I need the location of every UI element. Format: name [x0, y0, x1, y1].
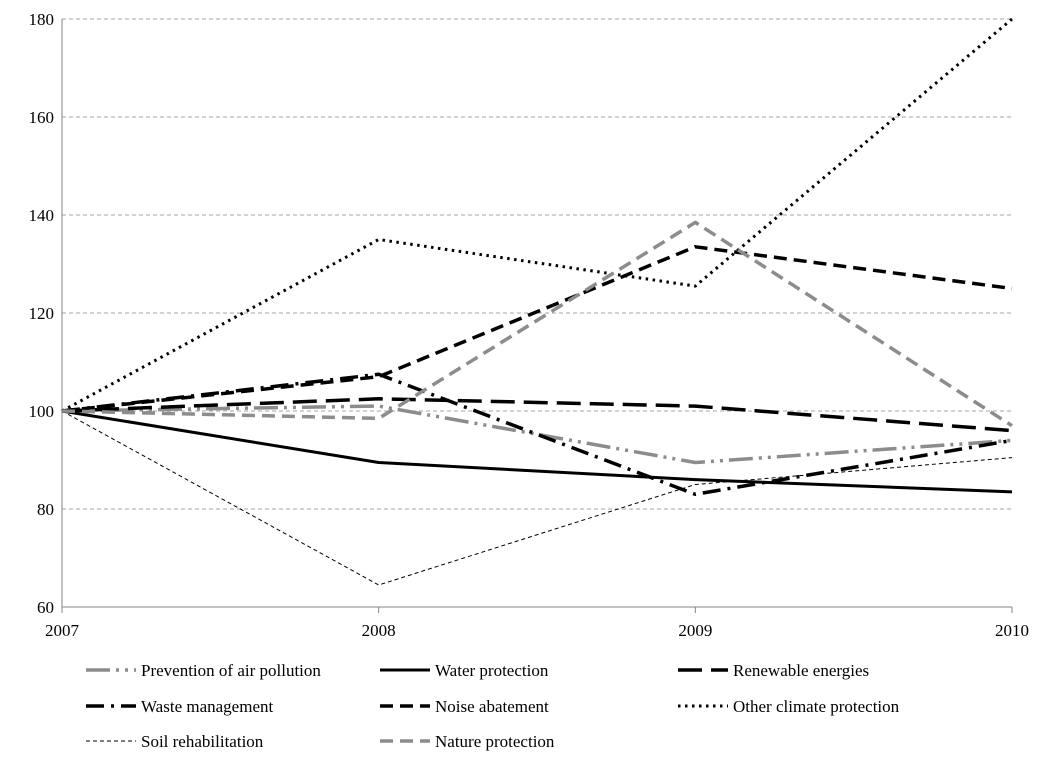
legend-item-noise-abatement: Noise abatement [380, 697, 549, 716]
legend-item-waste-management: Waste management [86, 697, 273, 716]
series-line-water-protection [61, 409, 1013, 494]
y-tick-label: 140 [29, 206, 55, 225]
series-line-nature-protection [61, 220, 1013, 428]
x-tick-label: 2010 [995, 621, 1029, 640]
legend-label: Prevention of air pollution [141, 661, 321, 680]
y-tick-label: 100 [29, 402, 55, 421]
y-tick-label: 80 [37, 500, 54, 519]
series-line-waste-management [61, 372, 1013, 497]
legend-item-water-protection: Water protection [380, 661, 549, 680]
series-line-prevention-of-air-pollution [61, 404, 1013, 465]
y-tick-label: 180 [29, 10, 55, 29]
series-line-other-climate-protection [61, 17, 1013, 413]
x-tick-label: 2009 [678, 621, 712, 640]
legend-label: Water protection [435, 661, 549, 680]
legend-item-prevention-of-air-pollution: Prevention of air pollution [86, 661, 321, 680]
legend-label: Nature protection [435, 732, 555, 751]
y-tick-label: 60 [37, 598, 54, 617]
x-tick-label: 2007 [45, 621, 80, 640]
legend-label: Other climate protection [733, 697, 900, 716]
series-line-soil-rehabilitation [61, 410, 1013, 586]
legend-label: Waste management [141, 697, 273, 716]
series-line-noise-abatement [61, 245, 1013, 413]
legend: Prevention of air pollution Water protect… [86, 661, 900, 751]
series-lines [61, 17, 1013, 586]
series-line-renewable-energies [61, 397, 1013, 433]
grid [62, 18, 1012, 510]
y-tick-label: 160 [29, 108, 55, 127]
legend-item-soil-rehabilitation: Soil rehabilitation [86, 732, 264, 751]
x-tick-label: 2008 [362, 621, 396, 640]
y-tick-label: 120 [29, 304, 55, 323]
legend-item-other-climate-protection: Other climate protection [678, 697, 900, 716]
legend-label: Soil rehabilitation [141, 732, 264, 751]
legend-item-nature-protection: Nature protection [380, 732, 555, 751]
legend-label: Noise abatement [435, 697, 549, 716]
axes: 60 80 100 120 140 160 180 2007 2008 2009 2010 [29, 10, 1030, 640]
legend-item-renewable-energies: Renewable energies [678, 661, 869, 680]
legend-label: Renewable energies [733, 661, 869, 680]
